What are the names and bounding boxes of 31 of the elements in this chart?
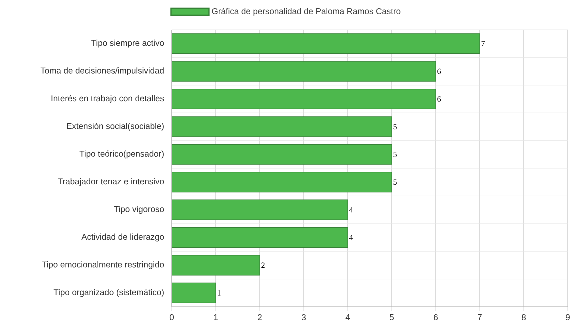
bar: [172, 144, 392, 165]
x-tick-label: 9: [566, 314, 570, 321]
x-tick-label: 6: [434, 314, 438, 321]
y-tick-label: Toma de decisiones/impulsividad: [40, 68, 164, 76]
x-tick-label: 0: [170, 314, 174, 321]
bar: [172, 227, 348, 248]
y-tick-label: Tipo organizado (sistemático): [54, 289, 164, 298]
bar: [172, 282, 216, 304]
bar: [172, 200, 348, 220]
x-tick-label: 4: [346, 314, 350, 320]
y-tick-label: Actividad de liderazgo: [82, 234, 164, 242]
bar: [172, 34, 480, 54]
y-tick-label: Extensión social(sociable): [67, 122, 164, 131]
y-tick-label: Trabajador tenaz e intensivo: [58, 178, 164, 186]
bar: [172, 172, 392, 193]
legend-label: Gráfica de personalidad de Paloma Ramos Castro: [212, 8, 401, 16]
y-tick-label: Tipo emocionalmente restringido: [42, 262, 164, 270]
bar: [172, 88, 436, 110]
y-tick-label: Interés en trabajo con detalles: [52, 95, 164, 104]
x-tick-label: 3: [302, 314, 306, 321]
y-tick-label: Tipo vigoroso: [114, 206, 164, 214]
x-tick-label: 5: [390, 314, 394, 320]
bar: [172, 116, 392, 138]
y-tick-label: Tipo teórico(pensador): [80, 150, 164, 159]
bar: [172, 255, 260, 276]
x-tick-label: 7: [478, 314, 482, 320]
y-tick-label: Tipo siempre activo: [92, 40, 164, 48]
x-tick-label: 1: [214, 314, 218, 320]
x-tick-label: 2: [258, 314, 262, 320]
bar: [172, 61, 436, 82]
x-tick-label: 8: [522, 314, 526, 321]
